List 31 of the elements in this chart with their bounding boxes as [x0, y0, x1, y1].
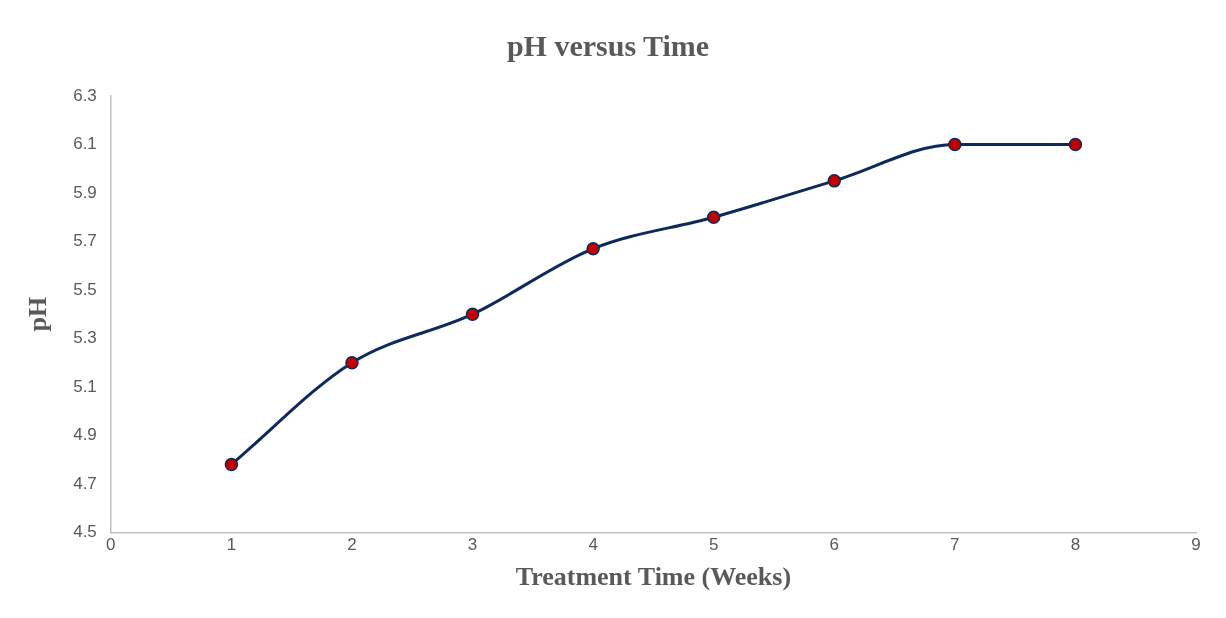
- point: [1068, 137, 1083, 152]
- x-tick-label: 9: [1191, 535, 1201, 555]
- y-tick-label: 5.3: [73, 328, 97, 348]
- x-tick-label: 7: [950, 535, 960, 555]
- y-tick-label: 6.1: [73, 134, 97, 154]
- point: [345, 355, 359, 370]
- x-tick-label: 6: [829, 535, 840, 555]
- y-tick-label: 5.7: [73, 231, 97, 251]
- x-axis-title: Treatment Time (Weeks): [515, 562, 792, 592]
- y-tick-label: 4.7: [73, 473, 97, 493]
- x-tick-label: 1: [226, 535, 237, 555]
- x-tick-label: 5: [708, 535, 719, 555]
- x-tick-label: 2: [347, 535, 357, 555]
- y-tick-label: 6.3: [73, 85, 97, 105]
- point: [465, 307, 480, 321]
- point: [586, 241, 600, 256]
- y-tick-label: 4.5: [73, 522, 97, 542]
- x-tick-label: 4: [588, 535, 598, 555]
- chart-title: pH versus Time: [506, 28, 710, 62]
- point: [224, 457, 239, 472]
- x-tick-label: 8: [1070, 535, 1081, 555]
- x-tick-label: 3: [467, 535, 478, 555]
- y-tick-label: 4.9: [73, 425, 97, 445]
- y-tick-label: 5.9: [73, 182, 97, 202]
- y-tick-label: 5.1: [73, 376, 97, 396]
- point: [706, 210, 721, 224]
- y-tick-label: 5.5: [73, 279, 97, 299]
- point: [948, 137, 962, 152]
- point: [827, 174, 842, 188]
- x-tick-label: 0: [106, 535, 116, 555]
- y-axis-title: pH: [23, 296, 53, 332]
